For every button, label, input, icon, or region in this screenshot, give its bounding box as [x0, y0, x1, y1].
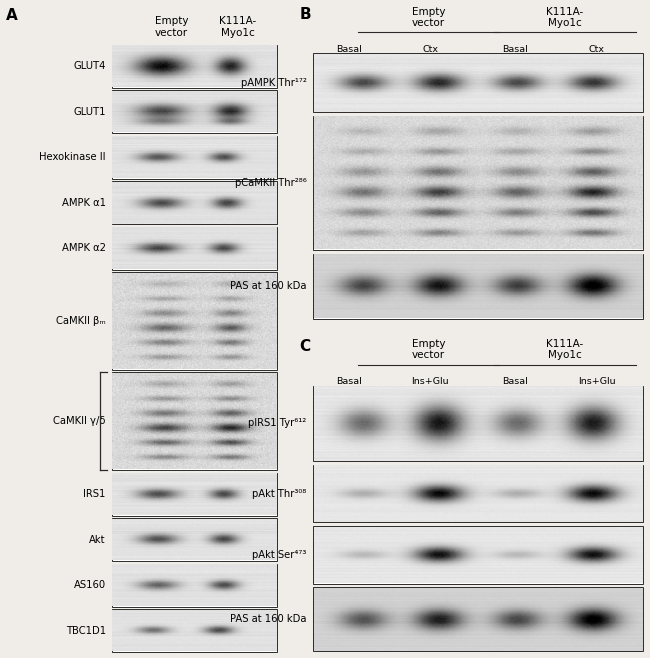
Bar: [112, 518, 278, 561]
Bar: [313, 386, 643, 461]
Text: CaMKII γ/δ: CaMKII γ/δ: [53, 417, 106, 426]
Text: Basal: Basal: [502, 45, 528, 54]
Bar: [313, 116, 643, 250]
Text: pAkt Thr³⁰⁸: pAkt Thr³⁰⁸: [252, 489, 306, 499]
Bar: [313, 588, 643, 651]
Bar: [112, 45, 278, 88]
Bar: [112, 472, 278, 515]
Text: Basal: Basal: [336, 378, 362, 386]
Text: Akt: Akt: [89, 534, 106, 545]
Bar: [313, 253, 643, 318]
Text: AMPK α2: AMPK α2: [62, 243, 106, 253]
Text: Ins+Glu: Ins+Glu: [411, 378, 449, 386]
Bar: [313, 465, 643, 522]
Text: GLUT4: GLUT4: [73, 61, 106, 71]
Text: Empty
vector: Empty vector: [412, 339, 445, 361]
Bar: [112, 609, 278, 652]
Text: AS160: AS160: [73, 580, 106, 590]
Text: Basal: Basal: [336, 45, 362, 54]
Text: TBC1D1: TBC1D1: [66, 626, 106, 636]
Text: Empty
vector: Empty vector: [412, 7, 445, 28]
Bar: [313, 526, 643, 584]
Text: pCaMKII Thr²⁸⁶: pCaMKII Thr²⁸⁶: [235, 178, 306, 188]
Bar: [112, 227, 278, 270]
Text: Hexokinase II: Hexokinase II: [39, 152, 106, 163]
Text: IRS1: IRS1: [83, 489, 106, 499]
Bar: [112, 182, 278, 224]
Text: K111A-
Myo1c: K111A- Myo1c: [547, 339, 584, 361]
Text: pIRS1 Tyr⁶¹²: pIRS1 Tyr⁶¹²: [248, 418, 306, 428]
Text: K111A-
Myo1c: K111A- Myo1c: [547, 7, 584, 28]
Bar: [112, 136, 278, 179]
Bar: [112, 564, 278, 607]
Bar: [112, 90, 278, 133]
Text: CaMKII βₘ: CaMKII βₘ: [56, 316, 106, 326]
Text: Basal: Basal: [502, 378, 528, 386]
Text: B: B: [299, 7, 311, 22]
Text: pAkt Ser⁴⁷³: pAkt Ser⁴⁷³: [252, 550, 306, 560]
Text: AMPK α1: AMPK α1: [62, 198, 106, 208]
Bar: [313, 53, 643, 112]
Text: GLUT1: GLUT1: [73, 107, 106, 116]
Text: PAS at 160 kDa: PAS at 160 kDa: [230, 281, 306, 291]
Text: C: C: [299, 339, 311, 354]
Bar: [112, 372, 278, 470]
Text: Ins+Glu: Ins+Glu: [578, 378, 616, 386]
Text: Ctx: Ctx: [589, 45, 605, 54]
Text: A: A: [6, 8, 18, 23]
Text: pAMPK Thr¹⁷²: pAMPK Thr¹⁷²: [240, 78, 306, 88]
Text: PAS at 160 kDa: PAS at 160 kDa: [230, 614, 306, 624]
Bar: [112, 272, 278, 370]
Text: K111A-
Myo1c: K111A- Myo1c: [219, 16, 256, 38]
Text: Empty
vector: Empty vector: [155, 16, 188, 38]
Text: Ctx: Ctx: [422, 45, 438, 54]
